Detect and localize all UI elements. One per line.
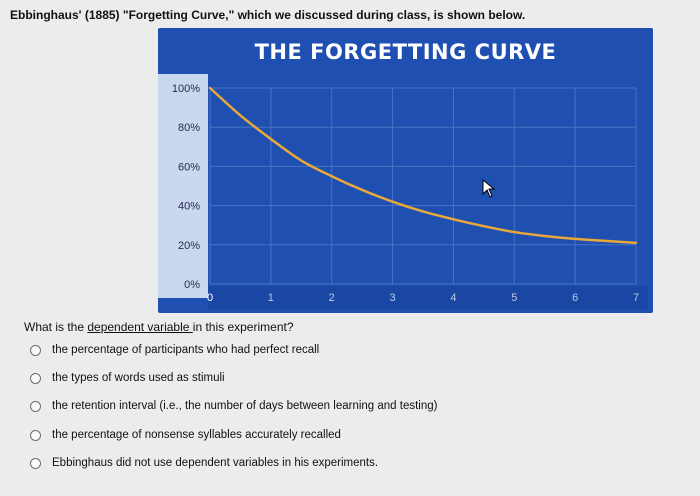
x-tick-label-6: 6 <box>572 292 578 304</box>
option-1-label[interactable]: the percentage of participants who had p… <box>52 344 320 356</box>
mouse-cursor-icon <box>482 178 496 198</box>
radio-button-2[interactable] <box>30 372 41 384</box>
radio-button-1[interactable] <box>30 344 41 356</box>
option-4[interactable]: the percentage of nonsense syllables acc… <box>30 429 341 441</box>
intro-text: Ebbinghaus' (1885) "Forgetting Curve," w… <box>10 8 526 22</box>
x-axis-label-strip <box>208 286 648 310</box>
y-tick-label-5: 100% <box>172 83 200 95</box>
series-line-0 <box>208 86 638 245</box>
x-tick-label-7: 7 <box>633 292 639 304</box>
radio-button-4[interactable] <box>30 429 41 441</box>
y-tick-label-1: 20% <box>178 240 200 252</box>
chart-title: THE FORGETTING CURVE <box>254 40 557 64</box>
option-1[interactable]: the percentage of participants who had p… <box>30 344 319 356</box>
x-tick-label-1: 1 <box>268 292 274 304</box>
option-5[interactable]: Ebbinghaus did not use dependent variabl… <box>30 457 378 469</box>
y-tick-label-2: 40% <box>178 201 200 213</box>
y-tick-label-0: 0% <box>184 279 200 291</box>
option-3-label[interactable]: the retention interval (i.e., the number… <box>52 400 438 412</box>
radio-button-3[interactable] <box>30 400 41 412</box>
x-tick-label-4: 4 <box>450 292 456 304</box>
radio-button-5[interactable] <box>30 457 41 469</box>
question-after: in this experiment? <box>192 320 294 334</box>
x-tick-label-3: 3 <box>390 292 396 304</box>
option-2[interactable]: the types of words used as stimuli <box>30 372 225 384</box>
x-tick-label-0: 0 <box>207 292 213 304</box>
option-5-label[interactable]: Ebbinghaus did not use dependent variabl… <box>52 457 379 469</box>
y-tick-label-3: 60% <box>178 161 200 173</box>
dependent-variable-link[interactable]: dependent variable <box>87 320 193 334</box>
option-3[interactable]: the retention interval (i.e., the number… <box>30 400 437 412</box>
question-text: What is the dependent variable in this e… <box>24 320 294 334</box>
option-4-label[interactable]: the percentage of nonsense syllables acc… <box>52 429 341 441</box>
question-before: What is the <box>24 320 88 334</box>
x-tick-label-2: 2 <box>329 292 335 304</box>
option-2-label[interactable]: the types of words used as stimuli <box>52 372 225 384</box>
x-tick-label-5: 5 <box>511 292 517 304</box>
chart-canvas: 0% 20% 40% 60% 80% 100% 0 1 2 3 4 5 6 7 <box>158 74 648 310</box>
y-axis-label-strip <box>158 74 208 298</box>
y-tick-label-4: 80% <box>178 122 200 134</box>
forgetting-curve-chart: 0% 20% 40% 60% 80% 100% 0 1 2 3 4 5 6 7 THE FORGETTIN… <box>158 28 653 313</box>
